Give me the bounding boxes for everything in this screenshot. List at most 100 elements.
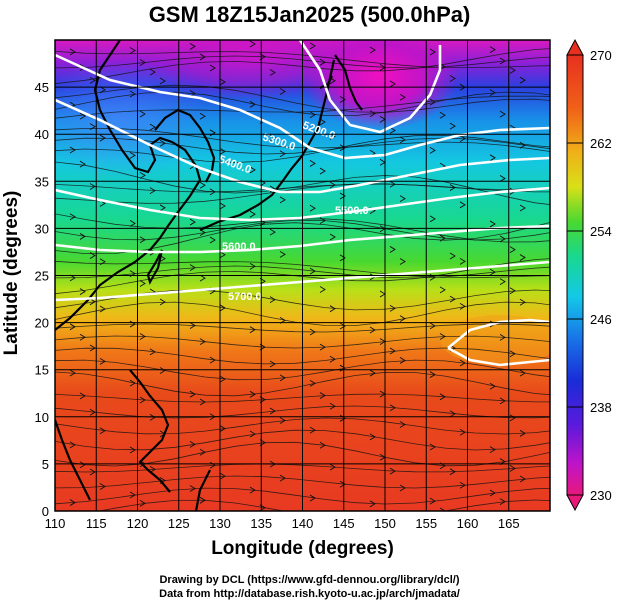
- streamline-arrow: [279, 196, 286, 204]
- streamline-arrow: [159, 255, 166, 262]
- streamline-arrow: [209, 356, 216, 364]
- streamline-arrow: [269, 134, 276, 142]
- streamline-arrow: [89, 123, 96, 131]
- streamline-arrow: [249, 430, 256, 438]
- streamline-arrow: [449, 75, 456, 82]
- contour-5500: [55, 186, 550, 222]
- streamline-arrow: [399, 421, 406, 428]
- streamline-arrow: [339, 192, 346, 200]
- streamline-arrow: [319, 392, 326, 399]
- streamline-arrow: [329, 233, 336, 241]
- streamline-arrow: [499, 498, 506, 506]
- streamline-arrow: [199, 448, 206, 456]
- streamline-arrow: [139, 59, 146, 66]
- streamline-arrow: [389, 347, 396, 355]
- streamline-arrow: [429, 215, 436, 223]
- streamline-arrow: [189, 264, 196, 272]
- x-tick-label: 120: [127, 516, 149, 531]
- streamline: [55, 323, 550, 333]
- x-tick-label: 135: [250, 516, 272, 531]
- streamline-arrow: [219, 375, 226, 383]
- streamline-arrow: [69, 48, 76, 56]
- map-grid: [54, 40, 550, 512]
- x-tick-label: 130: [209, 516, 231, 531]
- streamline-arrow: [519, 429, 526, 437]
- streamline-arrow: [499, 333, 506, 341]
- streamline-arrow: [99, 427, 106, 435]
- streamline-arrow: [499, 235, 506, 243]
- streamline-arrow: [399, 195, 406, 202]
- contour-label: 5700.0: [228, 291, 262, 303]
- streamline-arrow: [79, 160, 86, 168]
- streamline-arrow: [69, 499, 76, 506]
- streamline-arrow: [99, 258, 106, 266]
- streamline-arrow: [279, 417, 286, 424]
- streamline: [55, 335, 550, 349]
- streamline-arrow: [449, 252, 456, 260]
- streamline: [55, 55, 550, 69]
- streamline-arrow: [319, 217, 326, 224]
- streamline-arrow: [199, 229, 206, 236]
- streamline-arrow: [209, 188, 216, 196]
- streamline-arrow: [329, 305, 336, 313]
- streamline-arrow: [489, 89, 496, 97]
- streamline-arrow: [339, 144, 346, 152]
- streamline-arrow: [439, 111, 446, 119]
- streamline-arrow: [139, 236, 146, 244]
- streamline-arrow: [249, 390, 256, 398]
- streamline-arrow: [309, 204, 316, 212]
- streamline-arrow: [399, 136, 406, 144]
- streamline-arrow: [439, 333, 446, 340]
- streamline-arrow: [489, 382, 496, 390]
- x-tick-label: 110: [45, 516, 66, 531]
- streamline-arrow: [249, 262, 256, 270]
- plot-frame: [54, 39, 551, 512]
- streamline: [55, 405, 550, 419]
- colorbar-bar: [566, 54, 584, 496]
- streamline-arrow: [309, 111, 316, 119]
- x-axis-label: Longitude (degrees): [211, 538, 394, 559]
- y-tick-label: 15: [35, 363, 49, 378]
- streamline-arrow: [129, 90, 136, 98]
- colorbar-label: 238: [590, 400, 612, 415]
- streamline-arrow: [189, 218, 196, 226]
- streamline: [55, 222, 550, 255]
- streamline-arrow: [449, 122, 456, 130]
- streamline-arrow: [339, 480, 346, 488]
- streamline: [96, 499, 550, 511]
- streamline-arrow: [389, 80, 396, 88]
- streamline-arrow: [339, 322, 346, 330]
- streamline-arrow: [99, 483, 106, 490]
- streamline-arrow: [79, 233, 86, 240]
- streamline-arrow: [499, 175, 506, 182]
- streamline-arrow: [199, 338, 206, 346]
- colorbar-bottom-arrow: [566, 494, 584, 512]
- streamline-arrow: [319, 167, 326, 175]
- streamline: [55, 95, 550, 119]
- streamline-arrow: [319, 441, 326, 449]
- streamline-arrow: [139, 172, 146, 179]
- streamline-arrow: [79, 392, 86, 400]
- streamline-arrow: [319, 58, 326, 66]
- streamline-arrow: [219, 78, 226, 86]
- streamline-arrow: [509, 350, 516, 358]
- x-axis-ticks: 110 115 120 125 130 135 140 145 150 155 160 165: [45, 516, 520, 531]
- streamline-arrow: [219, 147, 226, 155]
- streamline: [55, 463, 550, 473]
- streamline-arrow: [509, 287, 516, 295]
- streamline: [55, 219, 550, 241]
- x-tick-label: 155: [415, 516, 437, 531]
- y-axis-ticks: 0 5 10 15 20 25 30 35 40 45: [35, 80, 49, 519]
- x-tick-label: 140: [292, 516, 314, 531]
- streamline-arrow: [499, 57, 506, 65]
- x-tick-label: 125: [168, 516, 190, 531]
- streamline-arrow: [369, 326, 376, 334]
- streamline-arrow: [249, 166, 256, 174]
- streamline-arrow: [249, 210, 256, 218]
- streamline-arrow: [149, 348, 156, 356]
- streamline-arrow: [369, 500, 376, 508]
- streamline-arrow: [449, 468, 456, 476]
- streamline: [55, 50, 550, 69]
- streamline: [55, 393, 550, 403]
- y-tick-label: 20: [35, 316, 49, 331]
